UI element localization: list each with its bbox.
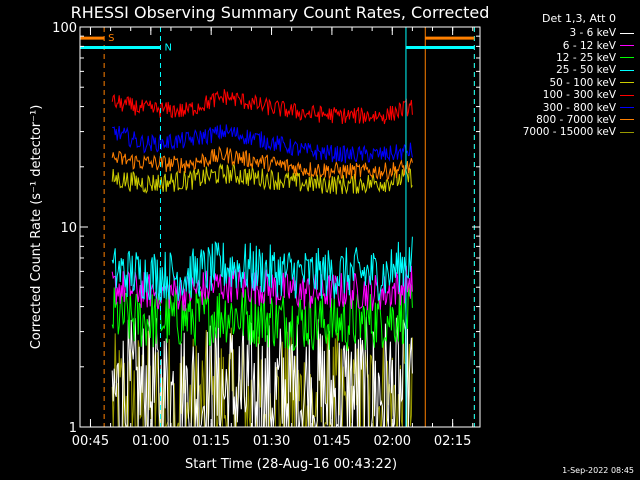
legend-label: 3 - 6 keV bbox=[569, 27, 616, 40]
y-tick-label: 100 bbox=[52, 21, 77, 36]
y-tick-label: 10 bbox=[60, 221, 77, 236]
footer-date: 1-Sep-2022 08:45 bbox=[562, 466, 634, 475]
legend-label: 800 - 7000 keV bbox=[536, 113, 616, 126]
legend-entry: 12 - 25 keV bbox=[484, 52, 634, 64]
series-line-300-800-kev-kev bbox=[111, 124, 413, 164]
legend-entry: 100 - 300 keV bbox=[484, 89, 634, 101]
legend-entry: 50 - 100 keV bbox=[484, 77, 634, 89]
x-tick-label: 00:45 bbox=[72, 434, 109, 449]
x-tick-label: 01:30 bbox=[253, 434, 290, 449]
x-tick-label: 02:15 bbox=[434, 434, 471, 449]
x-tick-label: 01:15 bbox=[192, 434, 229, 449]
legend-swatch bbox=[620, 131, 634, 133]
series-line-12-25-kev-kev bbox=[111, 283, 413, 352]
legend-swatch bbox=[620, 107, 634, 109]
x-tick-label: 01:45 bbox=[313, 434, 350, 449]
legend: Det 1,3, Att 0 3 - 6 keV 6 - 12 keV 12 - 2… bbox=[484, 12, 634, 139]
legend-label: 12 - 25 keV bbox=[556, 51, 616, 64]
flag-label-s: S bbox=[108, 33, 114, 44]
legend-label: 7000 - 15000 keV bbox=[522, 126, 616, 139]
legend-swatch bbox=[620, 94, 634, 96]
legend-swatch bbox=[620, 32, 634, 34]
legend-entry: 6 - 12 keV bbox=[484, 39, 634, 52]
legend-label: 300 - 800 keV bbox=[542, 101, 616, 114]
legend-entry: 800 - 7000 keV bbox=[484, 114, 634, 126]
legend-swatch bbox=[620, 57, 634, 59]
series-line-6-12-kev-kev bbox=[111, 265, 413, 312]
flag-label-n: N bbox=[164, 42, 171, 53]
legend-label: 100 - 300 keV bbox=[542, 89, 616, 102]
legend-entry: 25 - 50 keV bbox=[484, 64, 634, 76]
legend-swatch bbox=[620, 45, 634, 47]
legend-rows: 3 - 6 keV 6 - 12 keV 12 - 25 keV 25 - 50 ke… bbox=[484, 27, 634, 139]
series-line-25-50-kev-kev bbox=[111, 236, 413, 301]
legend-label: 50 - 100 keV bbox=[549, 76, 616, 89]
legend-swatch bbox=[620, 119, 634, 121]
legend-header: Det 1,3, Att 0 bbox=[542, 12, 616, 25]
legend-entry: 3 - 6 keV bbox=[484, 27, 634, 39]
legend-label: 25 - 50 keV bbox=[556, 64, 616, 77]
series-line-100-300-kev-kev bbox=[111, 89, 413, 125]
x-axis-label: Start Time (28-Aug-16 00:43:22) bbox=[185, 457, 397, 472]
x-tick-label: 02:00 bbox=[374, 434, 411, 449]
legend-entry: 7000 - 15000 keV bbox=[484, 126, 634, 138]
legend-entry: 300 - 800 keV bbox=[484, 101, 634, 114]
series-line-50-100-kev-kev bbox=[111, 162, 413, 195]
chart-title: RHESSI Observing Summary Count Rates, Co… bbox=[71, 3, 490, 22]
y-axis-label: Corrected Count Rate (s⁻¹ detector⁻¹) bbox=[29, 105, 44, 350]
data-layer bbox=[111, 89, 413, 428]
legend-swatch bbox=[620, 82, 634, 84]
legend-swatch bbox=[620, 69, 634, 71]
x-tick-label: 01:00 bbox=[132, 434, 169, 449]
series-line-800-7000-kev-kev bbox=[111, 145, 413, 181]
y-tick-label: 1 bbox=[69, 421, 77, 436]
axes-layer: 1 10 100 00:45 01:00 01:15 01:30 01:45 02:00 02:1… bbox=[52, 21, 481, 449]
legend-label: 6 - 12 keV bbox=[562, 39, 616, 52]
